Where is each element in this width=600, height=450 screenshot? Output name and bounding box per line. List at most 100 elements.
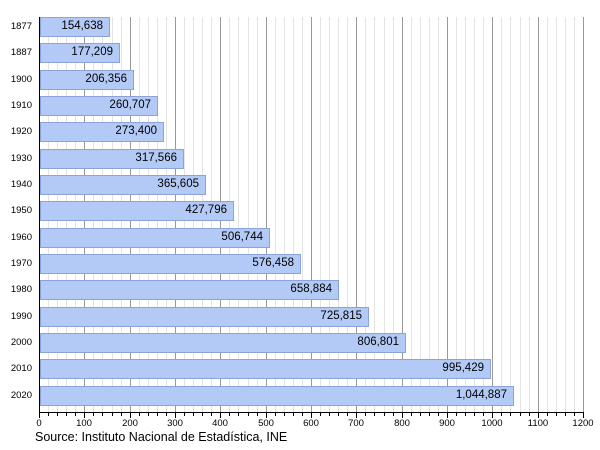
y-axis-label: 1940: [10, 179, 32, 190]
gridline-minor: [429, 17, 430, 412]
x-axis-minor-tick: [474, 413, 475, 416]
gridline-minor: [529, 17, 530, 412]
x-axis-minor-tick: [302, 413, 303, 416]
x-axis-tick-label: 0: [36, 418, 42, 429]
x-axis-tick-label: 1100: [527, 418, 549, 429]
x-axis-tick-label: 800: [394, 418, 410, 429]
gridline-minor: [320, 17, 321, 412]
gridline-minor: [284, 17, 285, 412]
bar-value-label: 260,707: [109, 99, 151, 112]
x-axis-minor-tick: [166, 413, 167, 416]
x-axis-major-tick: [266, 413, 267, 418]
bar: 725,815: [40, 307, 369, 327]
x-axis-minor-tick: [293, 413, 294, 416]
x-axis-minor-tick: [429, 413, 430, 416]
bar: 1,044,887: [40, 386, 514, 406]
bar-value-label: 154,638: [61, 20, 103, 33]
gridline-minor: [510, 17, 511, 412]
x-axis-minor-tick: [556, 413, 557, 416]
x-axis-minor-tick: [338, 413, 339, 416]
x-axis-major-tick: [447, 413, 448, 418]
x-axis-tick-label: 700: [348, 418, 364, 429]
x-axis-minor-tick: [411, 413, 412, 416]
bar-value-label: 206,356: [85, 73, 127, 86]
y-axis-label: 1970: [10, 258, 32, 269]
gridline-major: [311, 17, 312, 412]
bar: 273,400: [40, 122, 164, 142]
x-axis-tick-label: 1000: [481, 418, 503, 429]
x-axis-minor-tick: [112, 413, 113, 416]
x-axis-minor-tick: [284, 413, 285, 416]
x-axis-minor-tick: [202, 413, 203, 416]
gridline-minor: [302, 17, 303, 412]
bar-value-label: 806,801: [357, 336, 399, 349]
y-axis-label: 1900: [10, 74, 32, 85]
x-axis-tick-label: 400: [212, 418, 228, 429]
x-axis-major-tick: [538, 413, 539, 418]
x-axis-minor-tick: [347, 413, 348, 416]
bar: 506,744: [40, 228, 270, 248]
bar-value-label: 317,566: [135, 152, 177, 165]
x-axis-minor-tick: [102, 413, 103, 416]
x-axis-major-tick: [220, 413, 221, 418]
y-axis-label: 1960: [10, 232, 32, 243]
y-axis-label: 2020: [10, 390, 32, 401]
x-axis-minor-tick: [66, 413, 67, 416]
x-axis-minor-tick: [57, 413, 58, 416]
gridline-major: [538, 17, 539, 412]
x-axis-minor-tick: [275, 413, 276, 416]
gridline-minor: [275, 17, 276, 412]
x-axis-major-tick: [402, 413, 403, 418]
x-axis-minor-tick: [529, 413, 530, 416]
x-axis-minor-tick: [465, 413, 466, 416]
bar-value-label: 576,458: [252, 257, 294, 270]
x-axis-minor-tick: [365, 413, 366, 416]
x-axis-minor-tick: [139, 413, 140, 416]
x-axis-minor-tick: [510, 413, 511, 416]
x-axis-minor-tick: [520, 413, 521, 416]
gridline-minor: [238, 17, 239, 412]
bar-value-label: 658,884: [290, 283, 332, 296]
gridline-minor: [374, 17, 375, 412]
x-axis-tick-label: 1200: [572, 418, 594, 429]
x-axis-minor-tick: [565, 413, 566, 416]
y-axis-label: 1930: [10, 153, 32, 164]
bar-value-label: 177,209: [71, 46, 113, 59]
gridline-major: [583, 17, 584, 412]
gridline-minor: [420, 17, 421, 412]
x-axis-minor-tick: [48, 413, 49, 416]
gridline-minor: [574, 17, 575, 412]
gridline-minor: [483, 17, 484, 412]
x-axis-minor-tick: [320, 413, 321, 416]
x-axis-tick-label: 200: [122, 418, 138, 429]
gridline-major: [402, 17, 403, 412]
gridline-minor: [365, 17, 366, 412]
x-axis-minor-tick: [456, 413, 457, 416]
x-axis-minor-tick: [420, 413, 421, 416]
y-axis-label: 1990: [10, 311, 32, 322]
x-axis-major-tick: [311, 413, 312, 418]
bar: 427,796: [40, 201, 234, 221]
x-axis-major-tick: [356, 413, 357, 418]
source-caption: Source: Instituto Nacional de Estadístic…: [35, 430, 288, 444]
gridline-minor: [338, 17, 339, 412]
x-axis-minor-tick: [193, 413, 194, 416]
y-axis-label: 2000: [10, 337, 32, 348]
gridline-major: [447, 17, 448, 412]
gridline-minor: [347, 17, 348, 412]
bar-value-label: 273,400: [115, 125, 157, 138]
bar-value-label: 365,605: [157, 178, 199, 191]
gridline-minor: [411, 17, 412, 412]
x-axis-major-tick: [175, 413, 176, 418]
gridline-minor: [565, 17, 566, 412]
bar: 995,429: [40, 359, 491, 379]
x-axis-major-tick: [84, 413, 85, 418]
bar: 658,884: [40, 280, 339, 300]
x-axis-minor-tick: [238, 413, 239, 416]
gridline-minor: [257, 17, 258, 412]
gridline-major: [356, 17, 357, 412]
x-axis-tick-label: 300: [167, 418, 183, 429]
x-axis-minor-tick: [157, 413, 158, 416]
y-axis-label: 1910: [10, 100, 32, 111]
x-axis-major-tick: [39, 413, 40, 418]
